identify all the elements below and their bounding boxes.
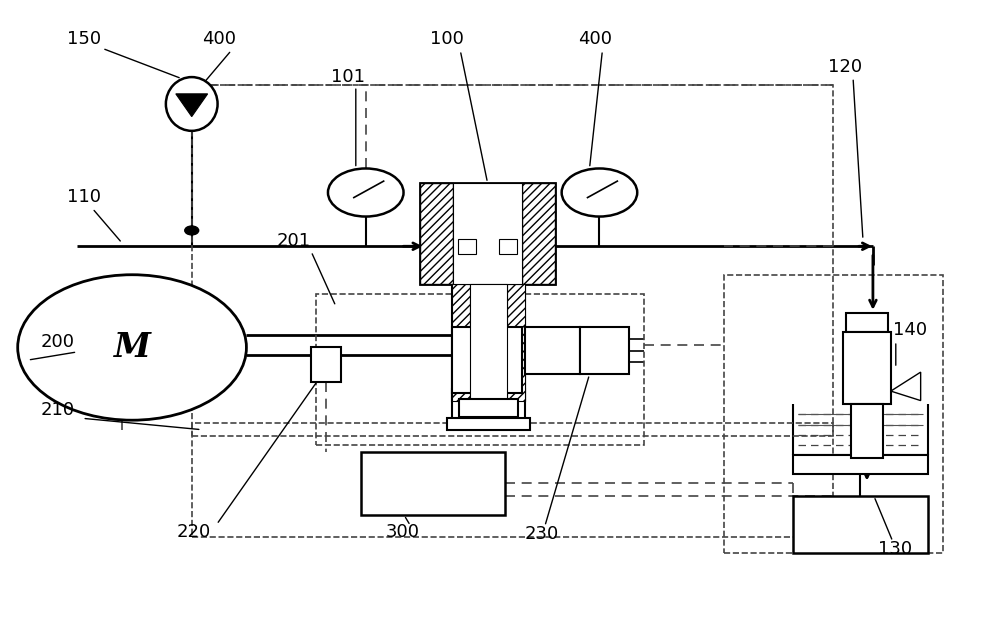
- Bar: [724, 275, 943, 553]
- Bar: [525, 327, 580, 375]
- Circle shape: [185, 226, 199, 235]
- Bar: [192, 424, 833, 537]
- Polygon shape: [891, 372, 921, 401]
- Circle shape: [562, 168, 637, 216]
- Text: 101: 101: [331, 68, 365, 86]
- Ellipse shape: [166, 77, 218, 131]
- Bar: [459, 399, 518, 417]
- Bar: [316, 293, 644, 445]
- Text: 120: 120: [828, 58, 862, 77]
- Bar: [452, 327, 522, 393]
- Bar: [452, 284, 470, 401]
- Bar: [452, 284, 525, 401]
- Bar: [580, 327, 629, 375]
- Text: 230: 230: [525, 525, 559, 543]
- Text: 200: 200: [41, 334, 75, 352]
- Bar: [447, 419, 530, 429]
- Circle shape: [18, 275, 246, 420]
- Bar: [458, 239, 476, 254]
- Bar: [793, 496, 928, 553]
- Bar: [846, 313, 888, 332]
- Circle shape: [328, 168, 404, 216]
- Bar: [420, 183, 555, 284]
- Text: 220: 220: [177, 523, 211, 541]
- Bar: [499, 239, 517, 254]
- Bar: [311, 348, 341, 382]
- Text: M: M: [114, 331, 151, 364]
- Text: 100: 100: [430, 30, 464, 48]
- Bar: [793, 455, 928, 474]
- Bar: [470, 284, 507, 401]
- Bar: [843, 332, 891, 404]
- Bar: [361, 452, 505, 515]
- Polygon shape: [176, 94, 208, 117]
- Bar: [851, 404, 883, 458]
- Bar: [192, 85, 833, 436]
- Bar: [452, 389, 525, 420]
- Text: 201: 201: [276, 232, 310, 250]
- Text: 140: 140: [893, 321, 927, 339]
- Text: 130: 130: [878, 540, 912, 558]
- Text: 110: 110: [67, 188, 101, 206]
- Bar: [522, 183, 555, 284]
- Bar: [507, 284, 525, 401]
- Bar: [453, 183, 522, 284]
- Text: 150: 150: [67, 30, 102, 48]
- Bar: [420, 183, 453, 284]
- Text: 300: 300: [386, 523, 420, 541]
- Text: 400: 400: [578, 30, 612, 48]
- Text: 400: 400: [202, 30, 236, 48]
- Text: 210: 210: [41, 401, 75, 419]
